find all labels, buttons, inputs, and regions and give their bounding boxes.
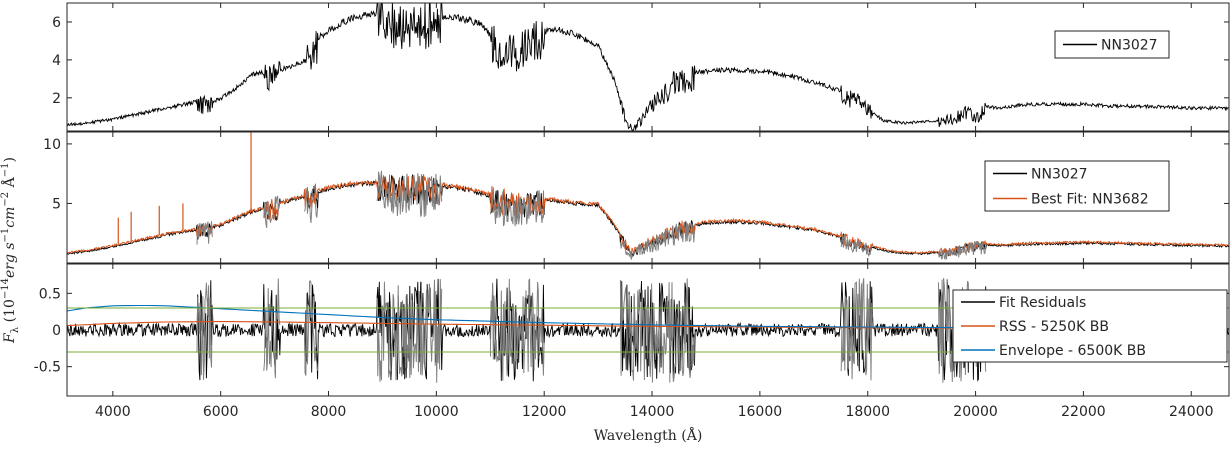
legend-label: NN3027 <box>1101 38 1158 54</box>
legend-label: NN3027 <box>1031 167 1088 183</box>
series-nn3027 <box>67 3 1229 131</box>
y-tick-label: 0.5 <box>39 286 61 302</box>
legend-label: Best Fit: NN3682 <box>1031 192 1149 208</box>
x-tick-label: 14000 <box>630 404 675 420</box>
x-tick-label: 16000 <box>738 404 783 420</box>
y-tick-label: 5 <box>52 196 61 212</box>
x-tick-label: 4000 <box>95 404 131 420</box>
panel-frame-top <box>66 2 1230 132</box>
y-tick-label: 6 <box>52 15 61 31</box>
legend-label: Fit Residuals <box>999 295 1086 311</box>
panel-bottom <box>67 277 1229 383</box>
series-masked-spectrum <box>196 170 987 261</box>
y-tick-label: 4 <box>52 53 61 69</box>
y-tick-label: -0.5 <box>34 360 61 376</box>
panel-frame-middle <box>66 131 1230 264</box>
legend-box <box>984 160 1170 212</box>
legend-middle: NN3027 Best Fit: NN3682 <box>984 160 1170 212</box>
legend-box <box>952 289 1228 363</box>
x-tick-label: 6000 <box>203 404 239 420</box>
series-masked-residuals <box>196 277 987 383</box>
x-tick-label: 18000 <box>845 404 890 420</box>
svg-text:Fλ (10−14erg s−1cm−2 Å−1): Fλ (10−14erg s−1cm−2 Å−1) <box>0 157 21 344</box>
x-tick-label: 22000 <box>1061 404 1106 420</box>
panel-middle <box>67 132 1229 261</box>
legend-top: NN3027 <box>1054 30 1170 59</box>
x-axis-label: Wavelength (Å) <box>594 426 703 444</box>
series-best-fit-nn3682 <box>67 173 1229 257</box>
legend-bottom: Fit Residuals RSS - 5250K BB Envelope - 65… <box>952 289 1228 363</box>
x-tick-label: 20000 <box>953 404 998 420</box>
x-tick-label: 12000 <box>522 404 567 420</box>
y-tick-label: 2 <box>52 91 61 107</box>
y-tick-label: 0 <box>52 323 61 339</box>
x-tick-label: 10000 <box>414 404 459 420</box>
y-tick-label: 10 <box>43 137 61 153</box>
legend-label: RSS - 5250K BB <box>999 319 1109 335</box>
x-tick-label: 8000 <box>311 404 347 420</box>
panel-top <box>67 3 1229 131</box>
legend-label: Envelope - 6500K BB <box>999 343 1146 359</box>
y-axis-label: Fλ (10−14erg s−1cm−2 Å−1) <box>0 157 21 344</box>
x-tick-label: 24000 <box>1169 404 1214 420</box>
